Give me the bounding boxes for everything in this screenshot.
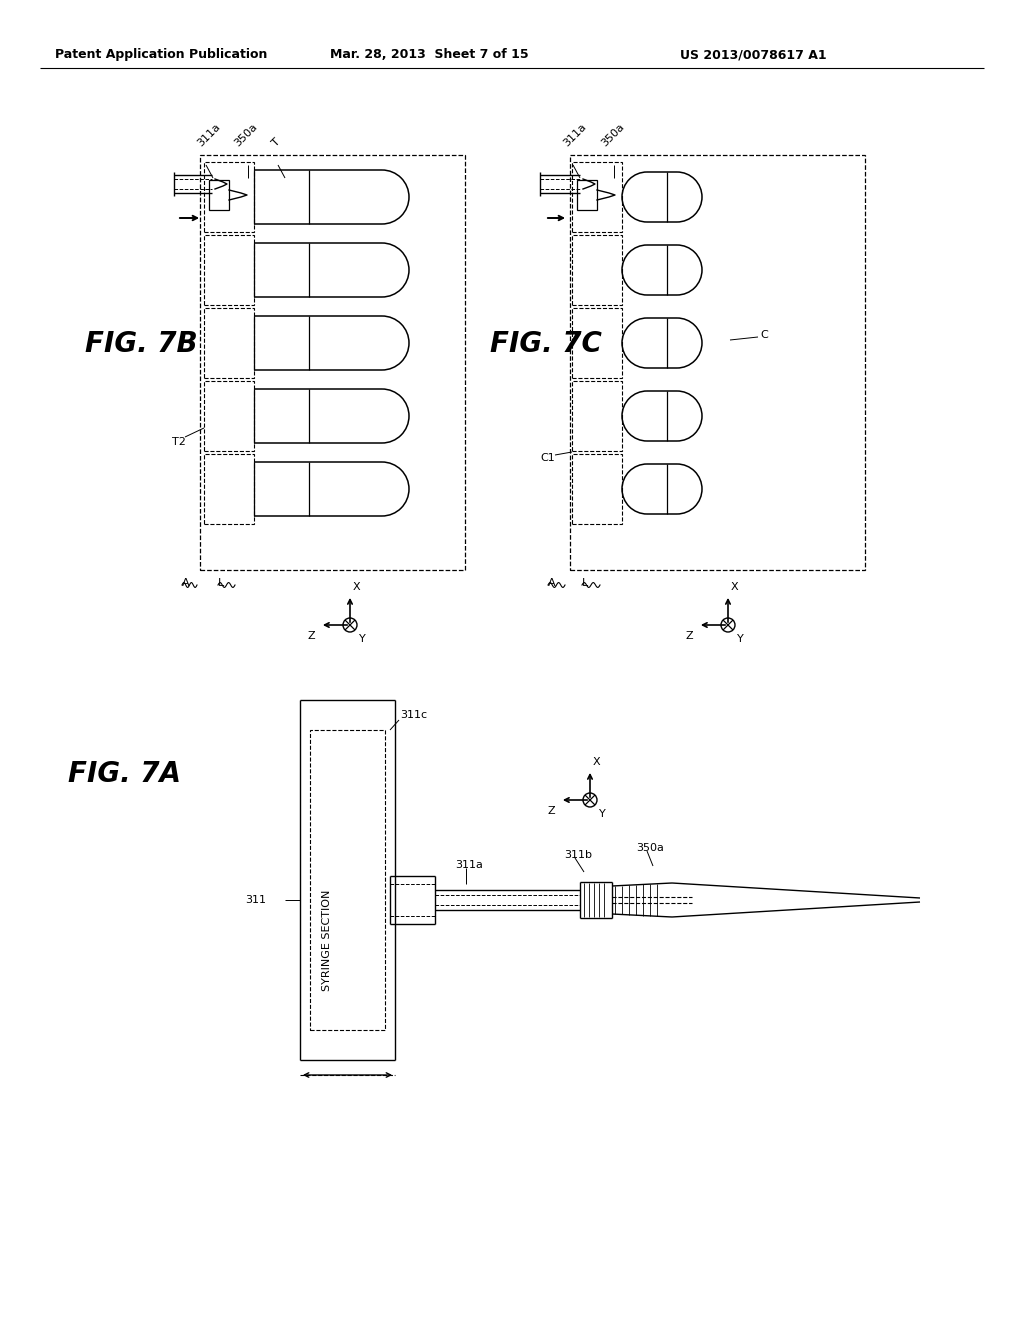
Text: X: X (593, 756, 601, 767)
Text: Y: Y (737, 634, 743, 644)
Text: L: L (218, 578, 224, 587)
Bar (577, 180, 597, 210)
Bar (204, 381, 254, 451)
Text: FIG. 7C: FIG. 7C (490, 330, 602, 358)
Text: C: C (760, 330, 768, 341)
Text: Z: Z (548, 807, 556, 816)
Bar (200, 154, 465, 570)
Text: 311b: 311b (564, 850, 592, 861)
Bar (209, 180, 229, 210)
Bar (572, 235, 622, 305)
Text: X: X (353, 582, 360, 591)
Text: Y: Y (359, 634, 366, 644)
Text: 311a: 311a (196, 121, 223, 148)
Bar (570, 154, 865, 570)
Text: Mar. 28, 2013  Sheet 7 of 15: Mar. 28, 2013 Sheet 7 of 15 (330, 48, 528, 61)
Text: T2: T2 (172, 437, 186, 447)
Text: 350a: 350a (600, 121, 627, 148)
Text: A: A (182, 578, 189, 587)
Text: 350a: 350a (636, 843, 664, 853)
Text: FIG. 7B: FIG. 7B (85, 330, 198, 358)
Bar (310, 730, 385, 1030)
Text: 311a: 311a (455, 861, 483, 870)
Bar (572, 381, 622, 451)
Bar (204, 235, 254, 305)
Bar (572, 308, 622, 378)
Bar (572, 162, 622, 232)
Text: 311c: 311c (400, 710, 427, 719)
Text: US 2013/0078617 A1: US 2013/0078617 A1 (680, 48, 826, 61)
Text: 350a: 350a (233, 121, 260, 148)
Text: X: X (731, 582, 738, 591)
Text: 311: 311 (245, 895, 266, 906)
Bar (204, 454, 254, 524)
Text: L: L (582, 578, 588, 587)
Text: SYRINGE SECTION: SYRINGE SECTION (322, 890, 332, 991)
Text: C1: C1 (540, 453, 555, 463)
Text: Z: Z (308, 631, 315, 642)
Text: Patent Application Publication: Patent Application Publication (55, 48, 267, 61)
Bar (204, 308, 254, 378)
Text: T: T (270, 136, 282, 148)
Text: A: A (548, 578, 556, 587)
Text: Y: Y (599, 809, 606, 818)
Text: Z: Z (686, 631, 693, 642)
Bar (204, 162, 254, 232)
Bar (572, 454, 622, 524)
Text: 311a: 311a (562, 121, 589, 148)
Text: FIG. 7A: FIG. 7A (68, 760, 181, 788)
